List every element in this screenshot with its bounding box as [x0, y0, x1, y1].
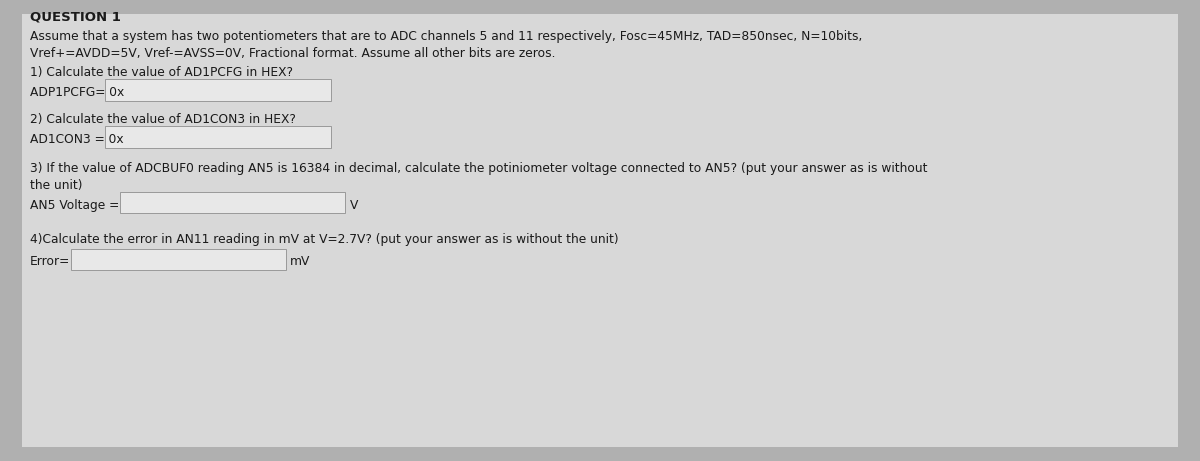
Text: V: V: [350, 199, 359, 212]
Text: 3) If the value of ADCBUF0 reading AN5 is 16384 in decimal, calculate the potini: 3) If the value of ADCBUF0 reading AN5 i…: [30, 162, 928, 175]
Text: Assume that a system has two potentiometers that are to ADC channels 5 and 11 re: Assume that a system has two potentiomet…: [30, 30, 862, 43]
FancyBboxPatch shape: [22, 14, 1178, 447]
FancyBboxPatch shape: [71, 248, 287, 270]
Text: the unit): the unit): [30, 179, 82, 192]
Text: AD1CON3 = 0x: AD1CON3 = 0x: [30, 133, 124, 146]
FancyBboxPatch shape: [106, 126, 330, 148]
Text: QUESTION 1: QUESTION 1: [30, 11, 120, 24]
FancyBboxPatch shape: [106, 79, 330, 100]
Text: 4)Calculate the error in AN11 reading in mV at V=2.7V? (put your answer as is wi: 4)Calculate the error in AN11 reading in…: [30, 233, 618, 246]
Text: ADP1PCFG= 0x: ADP1PCFG= 0x: [30, 86, 124, 99]
Text: Error=: Error=: [30, 255, 70, 268]
Text: mV: mV: [290, 255, 311, 268]
Text: 2) Calculate the value of AD1CON3 in HEX?: 2) Calculate the value of AD1CON3 in HEX…: [30, 113, 295, 126]
FancyBboxPatch shape: [120, 192, 346, 213]
Text: Vref+=AVDD=5V, Vref-=AVSS=0V, Fractional format. Assume all other bits are zeros: Vref+=AVDD=5V, Vref-=AVSS=0V, Fractional…: [30, 47, 556, 60]
Text: 1) Calculate the value of AD1PCFG in HEX?: 1) Calculate the value of AD1PCFG in HEX…: [30, 66, 293, 79]
Text: AN5 Voltage =: AN5 Voltage =: [30, 199, 119, 212]
